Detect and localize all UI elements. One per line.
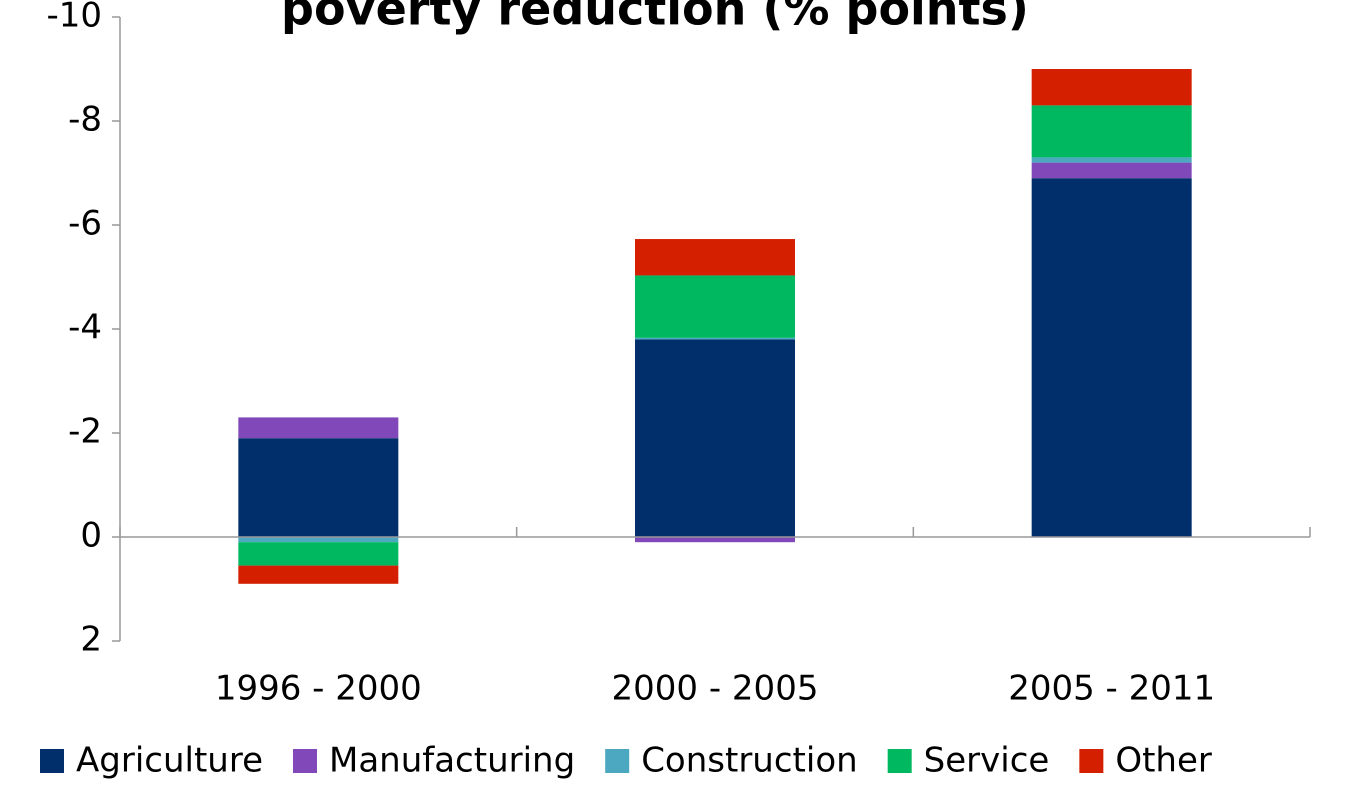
- legend-swatch: [1079, 749, 1104, 773]
- y-tick-label: -10: [46, 0, 102, 36]
- y-tick-label: 2: [80, 620, 102, 660]
- bar-segment: [238, 537, 399, 543]
- bar-segment: [1031, 178, 1192, 537]
- legend-label: Manufacturing: [329, 741, 575, 781]
- y-tick-label: -2: [68, 412, 102, 452]
- legend-swatch: [605, 749, 630, 773]
- bar-segment: [1031, 105, 1192, 158]
- bar-segment: [238, 417, 399, 439]
- y-tick-label: -8: [68, 100, 102, 140]
- bar-segment: [1031, 162, 1192, 179]
- legend-swatch: [887, 749, 912, 773]
- bar-segment: [238, 565, 399, 584]
- legend-swatch: [40, 749, 64, 773]
- bar-segment: [635, 239, 795, 276]
- legend-label: Construction: [641, 741, 857, 781]
- bar-segment: [635, 275, 795, 338]
- legend-label: Agriculture: [76, 741, 263, 781]
- legend-label: Other: [1115, 741, 1212, 781]
- bar-segment: [238, 438, 399, 537]
- bar-segment: [1031, 69, 1192, 106]
- bar-segment: [238, 542, 399, 566]
- x-tick-label: 1996 - 2000: [215, 669, 422, 709]
- legend-label: Service: [924, 741, 1050, 781]
- legend-swatch: [292, 749, 317, 773]
- x-tick-label: 2005 - 2011: [1008, 669, 1215, 709]
- bar-segment: [1031, 157, 1192, 163]
- bar-segment: [635, 339, 795, 537]
- bar-segment: [635, 337, 795, 340]
- y-tick-label: -4: [68, 308, 102, 348]
- bar-segment: [635, 537, 795, 543]
- y-tick-label: -6: [68, 204, 102, 244]
- chart-title: poverty reduction (% points): [281, 0, 1029, 36]
- x-tick-label: 2000 - 2005: [612, 669, 819, 709]
- y-tick-label: 0: [80, 516, 102, 556]
